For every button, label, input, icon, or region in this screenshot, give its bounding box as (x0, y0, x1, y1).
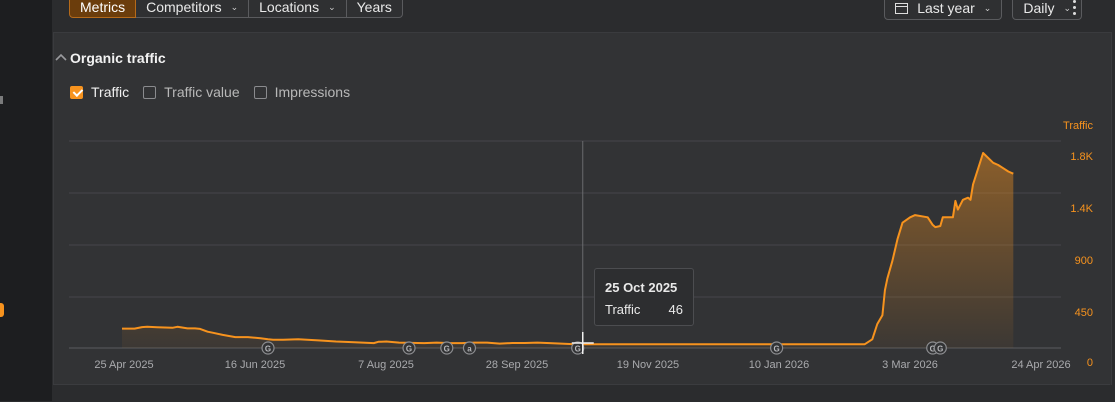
tab-years[interactable]: Years (346, 0, 403, 18)
card-title: Organic traffic (70, 50, 166, 66)
event-marker-label: G (930, 345, 936, 354)
event-marker (462, 341, 477, 355)
event-marker (402, 341, 416, 355)
traffic-line (122, 152, 1014, 346)
y-tick-label: 1.4K (1070, 203, 1093, 215)
event-marker-label: G (774, 345, 780, 354)
chart-tooltip: 25 Oct 2025 Traffic 46 (594, 268, 694, 326)
y-tick-label: 900 (1075, 255, 1093, 267)
event-marker-label: a (467, 345, 472, 354)
legend-traffic[interactable]: Traffic (70, 84, 129, 100)
chevron-down-icon: ⌄ (230, 1, 239, 12)
event-marker (261, 341, 275, 355)
calendar-icon (895, 2, 909, 14)
x-tick-label: 19 Nov 2025 (617, 359, 679, 371)
x-tick-label: 7 Aug 2025 (358, 359, 414, 371)
y-tick-label: 0 (1087, 357, 1093, 369)
event-marker-label: G (406, 345, 412, 354)
legend-impressions[interactable]: Impressions (253, 84, 350, 100)
card-footer-edge (53, 384, 1110, 402)
date-controls: Last year ⌄ Daily ⌄ (884, 0, 1082, 20)
view-tabs: Metrics Competitors ⌄ Locations ⌄ Years (69, 0, 403, 18)
date-range-dropdown[interactable]: Last year ⌄ (884, 0, 1003, 20)
report-toolbar: Metrics Competitors ⌄ Locations ⌄ Years La… (52, 0, 1115, 32)
tooltip-value: 46 (668, 302, 683, 317)
nav-active-indicator (0, 303, 4, 317)
x-tick-label: 16 Jun 2025 (225, 359, 286, 371)
legend-traffic-value[interactable]: Traffic value (143, 84, 240, 100)
event-marker-label: G (444, 345, 450, 354)
x-tick-label: 3 Mar 2026 (882, 359, 938, 371)
x-tick-label: 24 Apr 2026 (1011, 359, 1070, 371)
chart-legend: Traffic Traffic value Impressions (70, 84, 350, 100)
event-marker (770, 341, 784, 355)
y-tick-label: 450 (1075, 307, 1093, 319)
left-nav-edge (0, 0, 52, 401)
event-marker-label: G (575, 345, 581, 354)
tooltip-date: 25 Oct 2025 (605, 280, 678, 295)
chevron-down-icon: ⌄ (328, 1, 336, 12)
more-options-icon[interactable] (1067, 0, 1081, 16)
tooltip-row: Traffic 46 (605, 302, 683, 317)
x-tick-label: 28 Sep 2025 (486, 359, 548, 371)
x-tick-label: 10 Jan 2026 (749, 359, 810, 371)
x-tick-label: 25 Apr 2025 (94, 359, 153, 371)
y-tick-label: 1.8K (1070, 151, 1093, 163)
nav-edge-marker (0, 96, 3, 104)
chevron-down-icon: ⌄ (1063, 2, 1071, 13)
interval-dropdown[interactable]: Daily ⌄ (1012, 0, 1082, 20)
event-marker (933, 341, 947, 355)
checkbox-traffic[interactable] (70, 85, 83, 99)
event-marker-label: G (937, 345, 943, 354)
checkbox-traffic-value[interactable] (143, 85, 157, 99)
y-axis-title: Traffic (1063, 120, 1093, 132)
chevron-down-icon: ⌄ (983, 2, 992, 13)
traffic-area (122, 153, 1014, 348)
event-marker-label: G (265, 345, 271, 354)
tab-competitors[interactable]: Competitors ⌄ (136, 0, 250, 18)
tab-locations[interactable]: Locations ⌄ (249, 0, 347, 18)
checkbox-impressions[interactable] (253, 85, 267, 99)
tooltip-metric: Traffic (605, 302, 641, 317)
tab-metrics[interactable]: Metrics (69, 0, 137, 18)
chevron-up-icon[interactable] (54, 50, 68, 64)
event-marker (571, 341, 585, 355)
event-marker (440, 341, 454, 355)
